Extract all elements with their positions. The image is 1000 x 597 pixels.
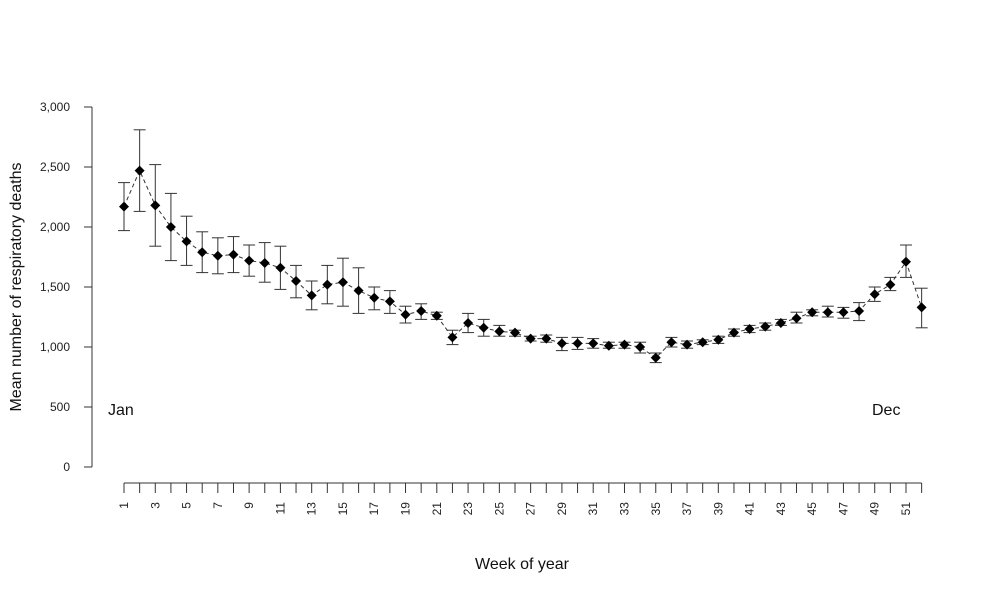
x-axis-label: Week of year: [475, 556, 570, 573]
data-point: [478, 322, 489, 333]
x-tick-label: 11: [273, 502, 287, 515]
y-tick-label: 2,000: [40, 220, 70, 234]
data-point: [697, 337, 708, 348]
x-tick-label: 47: [836, 502, 850, 516]
y-tick-label: 2,500: [40, 160, 70, 174]
data-point: [572, 338, 583, 349]
x-tick-label: 13: [305, 502, 319, 516]
data-point: [494, 326, 505, 337]
x-tick-label: 17: [367, 502, 381, 516]
data-point: [916, 302, 927, 313]
x-tick-label: 5: [180, 502, 194, 509]
data-point: [807, 307, 818, 318]
data-point: [400, 309, 411, 320]
x-tick-label: 27: [524, 502, 538, 516]
data-point: [713, 334, 724, 345]
x-tick-label: 51: [899, 502, 913, 516]
x-tick-label: 35: [649, 502, 663, 516]
data-point: [666, 337, 677, 348]
x-tick-label: 9: [242, 502, 256, 509]
x-tick-label: 43: [774, 502, 788, 516]
y-tick-label: 500: [50, 400, 70, 414]
annotation-jan: Jan: [108, 402, 134, 419]
data-point: [431, 310, 442, 321]
data-point: [119, 201, 129, 212]
x-tick-label: 41: [743, 502, 757, 516]
x-axis: 1 3 5 7 9 11 13 15 17 19 21 23 25 27 29 31 33 35 37 39 41 43 4…: [117, 482, 923, 516]
data-point: [588, 338, 599, 349]
y-axis: 0 500 1,000 1,500 2,000 2,500 3,000: [40, 100, 93, 474]
data-point: [885, 279, 896, 290]
data-point: [197, 247, 208, 258]
data-point: [165, 222, 176, 232]
x-tick-label: 33: [617, 502, 631, 516]
series-line: [123, 169, 923, 359]
data-point: [416, 306, 427, 316]
data-point: [525, 333, 536, 344]
data-point: [463, 318, 474, 328]
x-tick-label: 25: [492, 502, 506, 516]
data-point: [306, 290, 317, 301]
x-tick-label: 3: [148, 502, 162, 509]
x-tick-label: 29: [555, 502, 569, 516]
data-point: [822, 307, 833, 318]
x-tick-label: 21: [430, 502, 444, 516]
data-point: [337, 277, 348, 288]
data-point: [228, 249, 239, 260]
y-axis-label: Mean number of respiratory deaths: [8, 162, 25, 411]
y-tick-label: 0: [63, 460, 70, 474]
x-tick-label: 19: [399, 502, 413, 516]
data-point: [760, 321, 771, 332]
x-tick-label: 15: [336, 502, 350, 516]
data-point: [901, 256, 911, 267]
data-point: [259, 258, 270, 268]
x-tick-label: 23: [461, 502, 475, 516]
data-point: [510, 327, 520, 338]
data-point: [556, 338, 567, 349]
data-point: [635, 342, 646, 352]
data-point: [775, 318, 786, 328]
data-point: [838, 307, 849, 318]
data-point: [619, 339, 630, 350]
x-tick-label: 39: [711, 502, 725, 516]
data-point: [212, 250, 223, 261]
data-point: [603, 340, 614, 351]
annotation-dec: Dec: [872, 402, 900, 419]
y-tick-label: 3,000: [40, 100, 70, 114]
data-point: [728, 327, 739, 338]
x-tick-label: 31: [586, 502, 600, 516]
y-tick-label: 1,000: [40, 340, 70, 354]
data-point: [791, 313, 802, 324]
x-tick-label: 7: [211, 502, 225, 509]
data-point: [682, 339, 693, 350]
x-tick-label: 1: [117, 502, 131, 509]
data-point: [244, 255, 255, 266]
series: [118, 129, 928, 364]
data-point: [150, 200, 161, 211]
data-point: [275, 262, 286, 273]
x-tick-label: 49: [868, 502, 882, 516]
data-point: [541, 333, 552, 344]
data-point: [322, 279, 333, 290]
data-point: [181, 236, 192, 247]
data-point: [353, 285, 364, 296]
data-point: [134, 165, 145, 176]
x-tick-label: 45: [805, 502, 819, 516]
data-point: [384, 296, 395, 307]
y-tick-label: 1,500: [40, 280, 70, 294]
x-tick-label: 37: [680, 502, 694, 516]
data-point: [869, 289, 880, 300]
data-point: [447, 332, 458, 343]
data-point: [369, 292, 380, 303]
data-point: [744, 324, 755, 334]
data-point: [854, 306, 865, 316]
data-point: [650, 352, 661, 363]
data-point: [291, 276, 302, 286]
